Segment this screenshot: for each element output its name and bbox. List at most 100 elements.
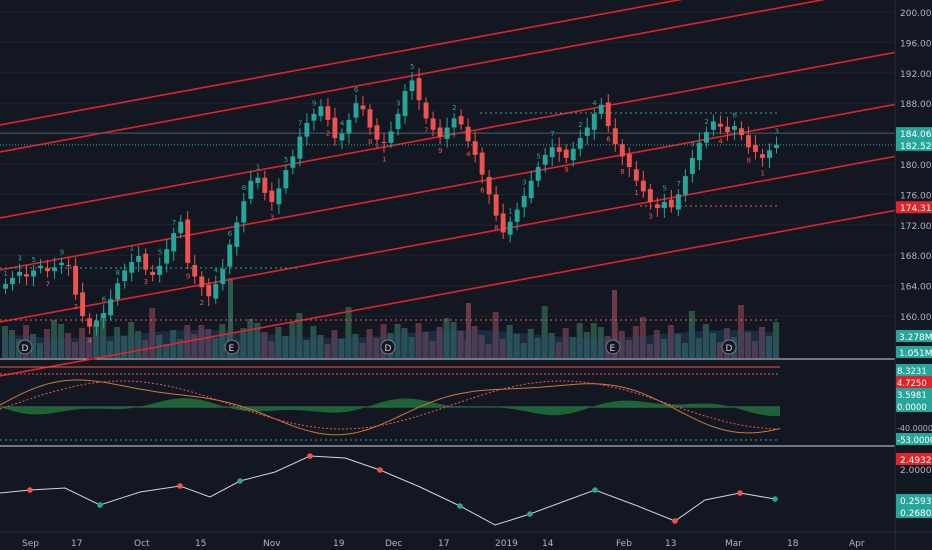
candle-body[interactable] — [703, 132, 709, 143]
candle-body[interactable] — [767, 150, 772, 158]
candle-body[interactable] — [738, 128, 744, 136]
candle-body[interactable] — [731, 126, 737, 130]
candle-body[interactable] — [241, 201, 247, 223]
candle-body[interactable] — [108, 299, 114, 316]
candle-body[interactable] — [129, 262, 135, 273]
candle-body[interactable] — [753, 145, 758, 152]
candle-body[interactable] — [556, 147, 562, 152]
candle-body[interactable] — [367, 109, 373, 128]
candle-body[interactable] — [430, 118, 436, 130]
candle-body[interactable] — [381, 141, 387, 143]
price-axis[interactable]: 200.00196.00192.00188.00184.00180.00176.… — [894, 0, 932, 550]
candle-body[interactable] — [619, 144, 625, 157]
candle-body[interactable] — [304, 122, 310, 137]
candle-body[interactable] — [311, 113, 317, 121]
candle-body[interactable] — [248, 180, 254, 199]
candle-body[interactable] — [3, 284, 8, 289]
candle-body[interactable] — [689, 157, 695, 174]
candle-body[interactable] — [774, 144, 779, 149]
candle-body[interactable] — [178, 221, 184, 234]
candle-body[interactable] — [185, 219, 191, 263]
candle-body[interactable] — [458, 116, 464, 125]
candle-body[interactable] — [444, 127, 450, 139]
candle-body[interactable] — [332, 117, 338, 139]
event-marker[interactable] — [721, 339, 737, 355]
candle-body[interactable] — [360, 105, 366, 110]
candle-body[interactable] — [486, 176, 492, 195]
candle-body[interactable] — [605, 102, 611, 126]
candle-body[interactable] — [94, 320, 100, 327]
event-marker[interactable] — [380, 339, 396, 355]
candle-body[interactable] — [612, 128, 618, 145]
candle-body[interactable] — [437, 127, 443, 137]
candle-body[interactable] — [143, 253, 149, 270]
candle-body[interactable] — [52, 267, 58, 272]
candle-body[interactable] — [346, 119, 352, 134]
candle-body[interactable] — [493, 194, 499, 216]
candle-body[interactable] — [220, 268, 226, 285]
candle-body[interactable] — [318, 106, 324, 117]
candle-body[interactable] — [395, 113, 401, 130]
candle-body[interactable] — [528, 180, 534, 199]
candle-body[interactable] — [213, 284, 219, 299]
candle-body[interactable] — [325, 106, 331, 120]
candle-body[interactable] — [17, 271, 22, 276]
candle-body[interactable] — [696, 142, 702, 161]
candle-body[interactable] — [647, 189, 653, 202]
candle-body[interactable] — [591, 113, 597, 130]
candle-body[interactable] — [164, 249, 170, 264]
candle-body[interactable] — [479, 152, 485, 175]
candle-body[interactable] — [199, 276, 205, 288]
candle-body[interactable] — [563, 149, 569, 158]
candles[interactable]: 1 3 5 7 9 2 4 6 8 1 3 5 7 9 2 4 6 8 1 3 5 7 9 2 4 6 8 1 3 5 7 9 2 4 6 8 1 3 5 7… — [3, 63, 779, 345]
candle-body[interactable] — [760, 154, 765, 158]
candle-body[interactable] — [290, 156, 296, 168]
candle-body[interactable] — [577, 138, 583, 149]
candle-body[interactable] — [171, 233, 177, 252]
candle-body[interactable] — [724, 126, 730, 133]
candle-body[interactable] — [66, 265, 72, 267]
candle-body[interactable] — [388, 131, 394, 143]
candle-body[interactable] — [507, 221, 513, 235]
candle-body[interactable] — [80, 292, 86, 316]
candle-body[interactable] — [38, 265, 44, 269]
candle-body[interactable] — [262, 177, 268, 193]
candle-body[interactable] — [584, 127, 590, 136]
candle-body[interactable] — [675, 194, 681, 210]
candle-body[interactable] — [234, 222, 240, 247]
candle-body[interactable] — [626, 154, 632, 168]
candle-body[interactable] — [668, 199, 674, 208]
candle-body[interactable] — [353, 103, 359, 118]
candle-body[interactable] — [717, 123, 723, 127]
time-axis[interactable]: Sep 17 Oct 15 Nov 19 Dec 17 2019 14 Feb 13 Mar 18 Apr — [0, 531, 932, 549]
candle-body[interactable] — [276, 188, 282, 205]
candle-body[interactable] — [150, 271, 156, 275]
candle-body[interactable] — [465, 126, 471, 142]
candle-body[interactable] — [115, 283, 121, 300]
candle-body[interactable] — [640, 180, 646, 192]
candle-body[interactable] — [122, 270, 128, 282]
event-marker[interactable] — [17, 339, 33, 355]
candle-body[interactable] — [746, 135, 751, 148]
candle-body[interactable] — [10, 278, 15, 285]
candle-body[interactable] — [59, 262, 65, 266]
candle-body[interactable] — [409, 80, 415, 92]
candle-body[interactable] — [339, 133, 345, 141]
candle-body[interactable] — [157, 265, 163, 275]
candle-body[interactable] — [283, 170, 289, 189]
candle-body[interactable] — [451, 118, 457, 128]
candle-body[interactable] — [542, 154, 548, 165]
candle-body[interactable] — [514, 209, 520, 222]
candle-body[interactable] — [269, 190, 275, 202]
candle-body[interactable] — [416, 78, 422, 101]
candle-body[interactable] — [661, 202, 667, 209]
candle-body[interactable] — [297, 136, 303, 159]
candle-body[interactable] — [598, 104, 604, 114]
event-marker[interactable] — [605, 339, 621, 355]
candle-body[interactable] — [402, 91, 408, 117]
candle-body[interactable] — [633, 169, 639, 181]
candle-body[interactable] — [73, 265, 79, 295]
candle-body[interactable] — [206, 284, 212, 297]
